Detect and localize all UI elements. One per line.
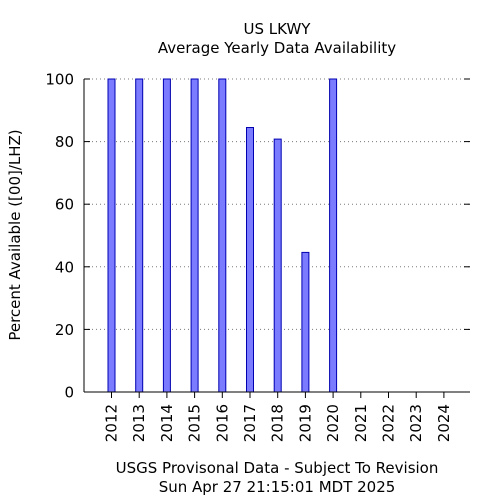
x-tick-label: 2020 [324,404,342,442]
x-tick-label: 2022 [380,404,398,442]
y-tick-label: 60 [55,196,74,214]
chart-subtitle: Average Yearly Data Availability [158,39,396,57]
y-tick-label: 20 [55,321,74,339]
y-tick-label: 100 [45,71,74,89]
bar-2013 [135,78,144,393]
y-tick-labels: 0 20 40 60 80 100 [45,71,74,402]
y-axis-label: Percent Available ([00]/LHZ) [6,129,24,340]
x-tick-label: 2018 [269,404,287,442]
y-tick-label: 80 [55,133,74,151]
bar-2018 [273,138,282,393]
footer-timestamp: Sun Apr 27 21:15:01 MDT 2025 [159,478,396,496]
x-tick-label: 2017 [241,404,259,442]
x-tick-label: 2023 [407,404,425,442]
bar-2015 [190,78,199,393]
axes [83,78,470,398]
bar-2014 [162,78,171,393]
x-tick-labels: 2012 2013 2014 2015 2016 2017 2018 2019 2020 2021… [103,404,453,442]
x-tick-label: 2016 [213,404,231,442]
x-tick-label: 2021 [352,404,370,442]
bars [107,78,338,393]
bar-2012 [107,78,116,393]
x-tick-label: 2019 [296,404,314,442]
bar-2017 [246,127,254,393]
x-tick-label: 2015 [186,404,204,442]
x-tick-label: 2014 [158,404,176,442]
bar-2016 [218,78,227,393]
footer-disclaimer: USGS Provisonal Data - Subject To Revisi… [116,459,439,477]
x-tick-label: 2012 [103,404,121,442]
bar-2019 [301,251,310,393]
x-tick-label: 2024 [435,404,453,442]
chart-title: US LKWY [244,20,312,38]
y-tick-label: 40 [55,258,74,276]
bar-2020 [329,78,338,393]
x-tick-label: 2013 [130,404,148,442]
y-tick-label: 0 [64,384,74,402]
